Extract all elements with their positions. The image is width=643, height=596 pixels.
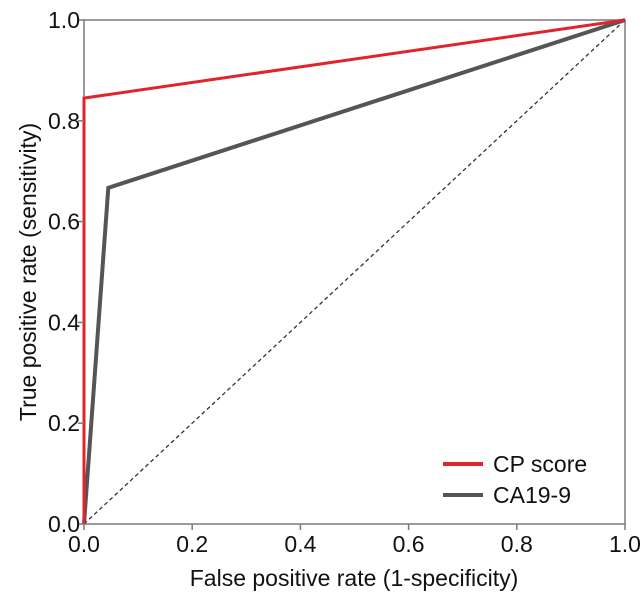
legend: CP score CA19-9 bbox=[443, 451, 587, 508]
legend-label-cp-score: CP score bbox=[493, 451, 587, 477]
y-tick-label: 0.6 bbox=[48, 209, 80, 235]
x-tick-label: 0.2 bbox=[176, 531, 208, 557]
series-line-cp-score bbox=[82, 18, 626, 524]
x-axis-ticks: 0.0 0.2 0.4 0.6 0.8 1.0 bbox=[68, 524, 641, 557]
series-layer bbox=[82, 18, 626, 525]
series-line-ca19-9 bbox=[82, 18, 626, 525]
y-tick-label: 0.4 bbox=[48, 309, 80, 335]
x-tick-label: 0.8 bbox=[501, 531, 533, 557]
y-tick-label: 0.8 bbox=[48, 108, 80, 134]
y-axis-ticks: 0.0 0.2 0.4 0.6 0.8 1.0 bbox=[48, 7, 84, 537]
x-axis-label: False positive rate (1-specificity) bbox=[190, 565, 519, 591]
y-tick-label: 1.0 bbox=[48, 7, 80, 33]
y-tick-label: 0.0 bbox=[48, 511, 80, 537]
x-tick-label: 0.6 bbox=[393, 531, 425, 557]
x-tick-label: 1.0 bbox=[609, 531, 641, 557]
y-tick-label: 0.2 bbox=[48, 410, 80, 436]
plot-frame bbox=[83, 19, 626, 525]
x-tick-label: 0.4 bbox=[284, 531, 316, 557]
y-axis-label: True positive rate (sensitivity) bbox=[15, 123, 41, 421]
legend-label-ca19-9: CA19-9 bbox=[493, 482, 571, 508]
x-tick-label: 0.0 bbox=[68, 531, 100, 557]
reference-diagonal-line bbox=[83, 19, 626, 525]
